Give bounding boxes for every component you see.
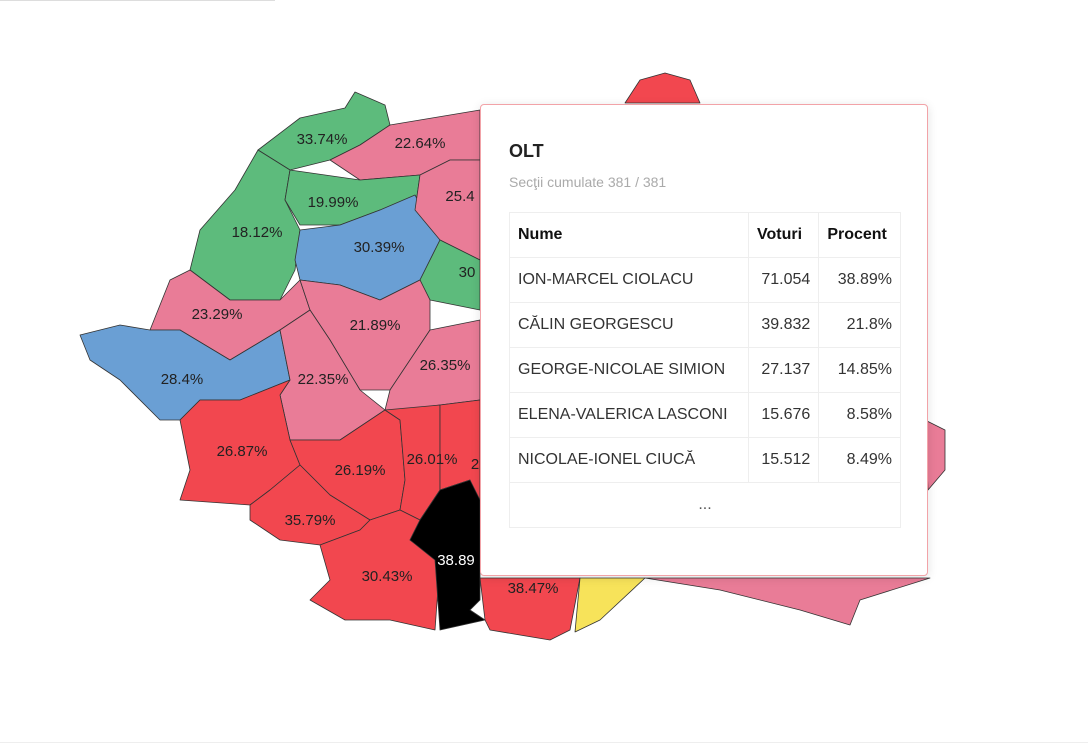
region-label: 22.64% [395, 135, 446, 152]
header-row: Nume Voturi Procent [509, 212, 901, 258]
table-cell: CĂLIN GEORGESCU [509, 302, 749, 348]
region-label: 26.01% [407, 451, 458, 468]
region-label: 30 [459, 264, 476, 281]
table-cell: 39.832 [747, 302, 820, 348]
divider [0, 0, 275, 1]
region-label: 33.74% [297, 131, 348, 148]
region-labels: 33.74% 22.64% 25.4 19.99% 18.12% 30.39% … [161, 131, 559, 597]
region-label: 19.99% [308, 194, 359, 211]
region-label: 38.89 [437, 552, 475, 569]
tooltip: OLT Secţii cumulate 381 / 381 Nume Votur… [480, 104, 928, 576]
table-cell: 38.89% [818, 257, 901, 303]
region[interactable] [574, 577, 646, 633]
table-cell: 15.512 [747, 437, 820, 483]
region[interactable] [419, 239, 481, 311]
region-label: 23.29% [192, 306, 243, 323]
table-body: ION-MARCEL CIOLACU 71.054 38.89% CĂLIN GEOR… [509, 257, 901, 528]
header-cell: Procent [818, 212, 901, 258]
table-row: GEORGE-NICOLAE SIMION 27.137 14.85% [509, 347, 901, 393]
region-label: 30.39% [354, 239, 405, 256]
table-cell: 15.676 [747, 392, 820, 438]
region-label: 21.89% [350, 317, 401, 334]
table-cell: ELENA-VALERICA LASCONI [509, 392, 749, 438]
region[interactable] [409, 479, 486, 631]
region-label: 18.12% [232, 224, 283, 241]
table-cell: 8.58% [818, 392, 901, 438]
tooltip-title: OLT [509, 141, 544, 161]
region-label: 26.19% [335, 462, 386, 479]
divider [0, 742, 1088, 743]
region-label: 28.4% [161, 371, 204, 388]
table-row: ION-MARCEL CIOLACU 71.054 38.89% [509, 257, 901, 303]
results-table: Nume Voturi Procent ION-MARCEL CIOLACU 71… [509, 212, 901, 528]
more-cell: ... [509, 482, 901, 528]
table-row: CĂLIN GEORGESCU 39.832 21.8% [509, 302, 901, 348]
region[interactable] [924, 419, 946, 491]
header-cell: Voturi [747, 212, 820, 258]
table-row: ... [509, 482, 901, 528]
table-row: ELENA-VALERICA LASCONI 15.676 8.58% [509, 392, 901, 438]
region-label: 30.43% [362, 568, 413, 585]
table-cell: GEORGE-NICOLAE SIMION [509, 347, 749, 393]
region-label: 38.47% [508, 580, 559, 597]
region-label: 22.35% [298, 371, 349, 388]
table-cell: 27.137 [747, 347, 820, 393]
table-cell: ION-MARCEL CIOLACU [509, 257, 749, 303]
region[interactable] [257, 91, 391, 171]
table-cell: NICOLAE-IONEL CIUCĂ [509, 437, 749, 483]
region[interactable] [624, 72, 701, 104]
region-label: 35.79% [285, 512, 336, 529]
table-cell: 21.8% [818, 302, 901, 348]
region-label: 2 [471, 456, 479, 473]
tooltip-subtitle: Secţii cumulate 381 / 381 [509, 174, 667, 190]
region[interactable] [644, 577, 931, 626]
table-cell: 8.49% [818, 437, 901, 483]
table-cell: 14.85% [818, 347, 901, 393]
region-label: 25.4 [445, 188, 474, 205]
table-row: NICOLAE-IONEL CIUCĂ 15.512 8.49% [509, 437, 901, 483]
region-label: 26.35% [420, 357, 471, 374]
regions [79, 72, 946, 641]
table-cell: 71.054 [747, 257, 820, 303]
region-label: 26.87% [217, 443, 268, 460]
header-cell: Nume [509, 212, 749, 258]
